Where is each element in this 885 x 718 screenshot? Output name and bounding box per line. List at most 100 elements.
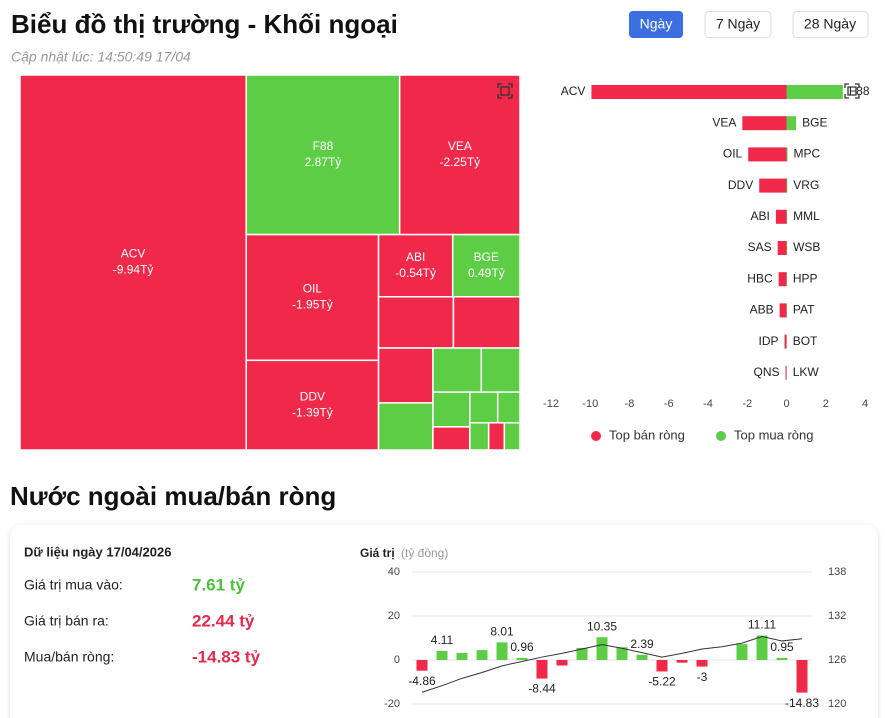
cell-label: ACV — [121, 247, 146, 261]
cell-label: F88 — [313, 139, 334, 153]
bar — [556, 660, 568, 666]
legend-marker — [591, 431, 601, 441]
cell-label: OIL — [303, 282, 323, 296]
treemap-cell — [377, 347, 434, 404]
cell-value: -0.54Tỷ — [395, 266, 436, 280]
bar — [742, 116, 787, 131]
bar — [786, 147, 788, 162]
bar — [696, 660, 708, 667]
tab-label[interactable]: Ngày — [640, 16, 673, 32]
bar — [796, 660, 808, 693]
bar — [777, 241, 787, 255]
treemap-cell — [245, 233, 380, 362]
cell-value: 2.87Tỷ — [305, 155, 342, 169]
date-label: Dữ liệu ngày 17/04/2026 — [24, 544, 171, 559]
data-label: -14.83 — [785, 696, 819, 710]
data-label: -5.22 — [648, 675, 676, 689]
bar — [596, 637, 608, 660]
treemap-cell — [432, 426, 471, 451]
stat-label: Mua/bán ròng: — [24, 649, 114, 665]
data-label: 0.96 — [510, 640, 534, 654]
bar — [776, 657, 788, 660]
tab[interactable] — [704, 11, 772, 38]
bar-label: HPP — [793, 271, 818, 285]
cell-value: -1.39Tỷ — [292, 405, 333, 419]
data-label: -8.44 — [528, 682, 556, 696]
treemap-cell — [377, 295, 455, 349]
bar-label: IDP — [759, 334, 779, 348]
y2-tick-label: 120 — [828, 698, 846, 710]
data-label: 11.11 — [748, 618, 777, 632]
treemap-cell — [469, 422, 490, 451]
bar-label: BOT — [793, 334, 818, 348]
tab-active[interactable] — [629, 11, 683, 38]
y-tick-label: -20 — [384, 698, 400, 710]
cell-value: -1.95Tỷ — [292, 298, 333, 312]
tab-label[interactable]: 28 Ngày — [804, 16, 856, 32]
bar — [778, 272, 787, 287]
data-label: 2.39 — [630, 637, 654, 651]
treemap-cell — [487, 422, 506, 451]
bar-label: VRG — [793, 178, 819, 192]
data-label: -4.86 — [408, 674, 436, 688]
treemap-cell — [245, 359, 380, 451]
bar — [516, 657, 528, 660]
x-tick-label: 0 — [783, 398, 789, 410]
bar-label: LKW — [793, 365, 820, 379]
bar-label: OIL — [723, 147, 743, 161]
bar — [748, 147, 787, 162]
bar — [576, 647, 588, 660]
legend-marker — [716, 431, 726, 441]
treemap-cell — [451, 233, 521, 298]
focus-icon — [844, 83, 860, 99]
section-title: Nước ngoài mua/bán ròng — [10, 481, 336, 511]
treemap-cell — [245, 74, 401, 236]
bar — [786, 241, 788, 255]
stat-value: 22.44 tỷ — [192, 611, 255, 630]
treemap-cell — [432, 347, 483, 393]
bar — [436, 650, 448, 660]
bar-label: ACV — [561, 84, 586, 98]
bar-label: BGE — [802, 115, 827, 129]
bar — [786, 116, 797, 131]
bar — [656, 660, 668, 672]
bar-label: WSB — [793, 240, 820, 254]
bar — [756, 635, 768, 660]
bar-label: DDV — [728, 178, 753, 192]
bar-label: MPC — [793, 147, 820, 161]
bar — [786, 178, 788, 193]
bar-label: PAT — [793, 303, 815, 317]
tab[interactable] — [792, 11, 869, 38]
bar-label: VEA — [712, 115, 736, 129]
legend-label: Top bán ròng — [609, 427, 685, 442]
x-tick-label: 4 — [862, 398, 868, 410]
treemap-cell — [19, 74, 247, 451]
treemap-cell — [398, 74, 521, 236]
treemap-cell — [377, 402, 434, 451]
stat-value: -14.83 tỷ — [192, 647, 261, 666]
bar — [536, 660, 548, 679]
tab-label[interactable]: 7 Ngày — [716, 16, 760, 32]
data-label: 4.11 — [431, 633, 454, 647]
bar — [775, 209, 787, 224]
bar — [676, 660, 688, 663]
y-axis-unit: (tỷ đồng) — [401, 546, 448, 560]
treemap-cell — [452, 295, 521, 349]
bar — [456, 652, 468, 660]
bar-label: HBC — [747, 271, 773, 285]
data-label: 8.01 — [490, 625, 514, 639]
cell-label: ABI — [406, 250, 425, 264]
data-label: 10.35 — [587, 619, 617, 633]
data-label: -3 — [697, 670, 708, 684]
y-tick-label: 0 — [394, 654, 400, 666]
stat-label: Giá trị bán ra: — [24, 613, 109, 629]
bar — [476, 650, 488, 660]
bar — [616, 647, 628, 660]
bar — [496, 642, 508, 660]
bar-label: ABB — [750, 303, 774, 317]
index-line — [421, 636, 803, 693]
treemap-cell — [377, 233, 454, 298]
data-label: 0.95 — [770, 640, 794, 654]
cell-value: -9.94Tỷ — [113, 263, 154, 277]
